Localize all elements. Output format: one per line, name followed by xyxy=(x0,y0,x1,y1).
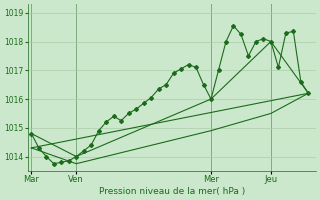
X-axis label: Pression niveau de la mer( hPa ): Pression niveau de la mer( hPa ) xyxy=(99,187,245,196)
